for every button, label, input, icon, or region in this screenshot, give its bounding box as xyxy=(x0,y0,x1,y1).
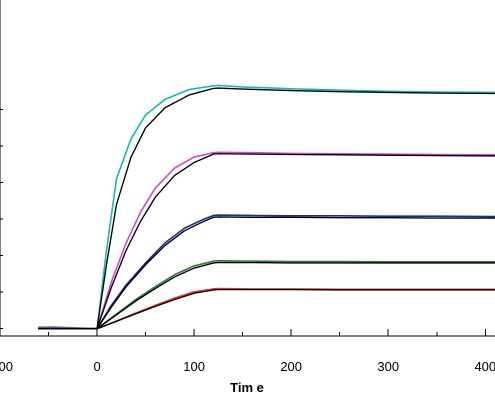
fit-line-1 xyxy=(38,87,495,330)
x-tick-label: 400 xyxy=(474,359,495,374)
fit-line-4 xyxy=(38,261,495,330)
axis-layer: -100 0 100 200 300 400 xyxy=(0,0,495,374)
series-line-1 xyxy=(38,84,495,330)
fit-line-5 xyxy=(38,288,495,330)
series-layer xyxy=(38,84,495,330)
x-tick-label: 200 xyxy=(280,359,302,374)
fit-layer xyxy=(38,87,495,330)
x-tick-label: 0 xyxy=(93,359,100,374)
x-tick-label: 100 xyxy=(183,359,205,374)
x-tick-label: -100 xyxy=(0,359,13,374)
x-axis-label: Tim e xyxy=(230,380,264,395)
series-line-3 xyxy=(38,214,495,330)
fit-line-3 xyxy=(38,216,495,330)
x-tick-label: 300 xyxy=(377,359,399,374)
fit-line-2 xyxy=(38,153,495,330)
